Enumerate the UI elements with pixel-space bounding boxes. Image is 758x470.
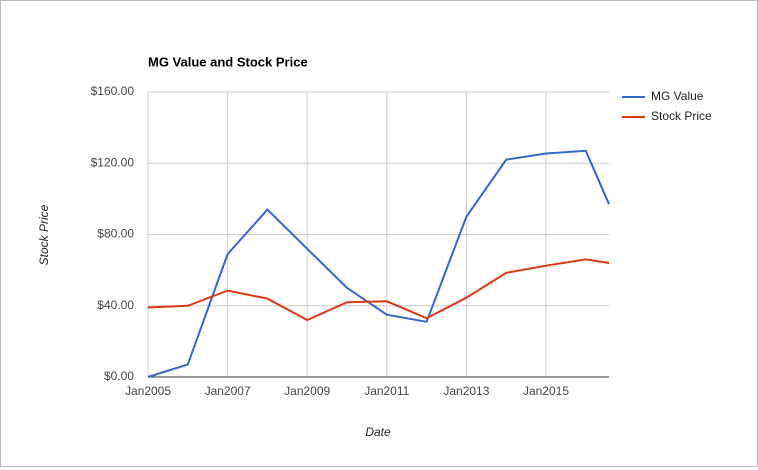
y-tick-label: $160.00 (91, 84, 135, 98)
y-tick-label: $0.00 (104, 369, 134, 383)
y-axis-label: Stock Price (37, 204, 51, 265)
x-tick-label: Jan2015 (523, 384, 569, 398)
y-tick-label: $80.00 (97, 227, 134, 241)
x-tick-label: Jan2007 (205, 384, 251, 398)
x-tick-label: Jan2009 (284, 384, 330, 398)
legend-label: MG Value (651, 89, 704, 103)
series-line (147, 149, 610, 378)
legend-label: Stock Price (651, 109, 712, 123)
x-tick-label: Jan2011 (364, 384, 409, 398)
chart-title: MG Value and Stock Price (148, 54, 308, 69)
y-tick-label: $40.00 (97, 298, 134, 312)
x-tick-label: Jan2005 (125, 384, 171, 398)
series-line (147, 258, 610, 322)
x-tick-label: Jan2013 (443, 384, 489, 398)
y-tick-label: $120.00 (91, 155, 135, 169)
x-axis-label: Date (365, 425, 391, 439)
